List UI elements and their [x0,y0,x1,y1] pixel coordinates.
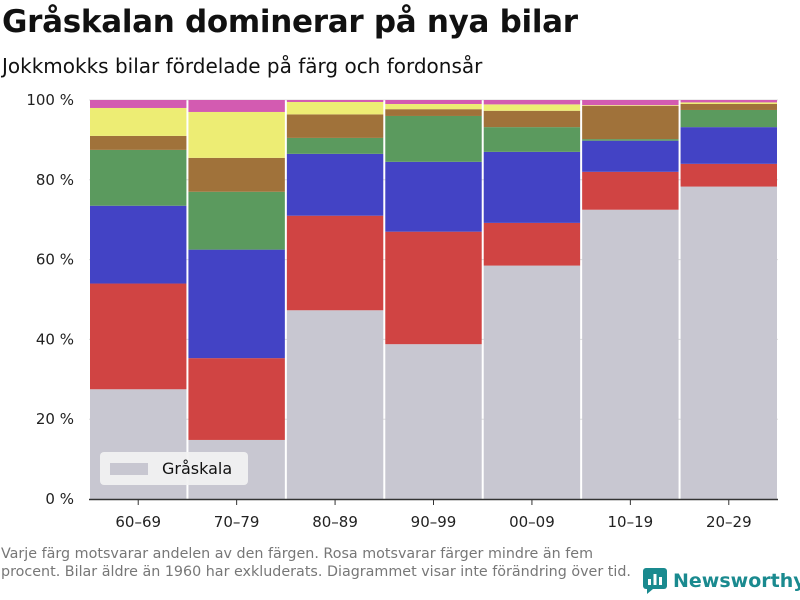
bar-segment-7 [483,100,581,105]
brand-logo: Newsworthy [643,568,800,594]
bar-segment-3 [90,205,187,284]
x-tick-label: 20–29 [706,513,752,531]
bar-segment-5 [90,135,187,150]
newsworthy-logo-icon [643,568,667,594]
x-tick-label: 10–19 [608,513,654,531]
y-tick-label: 40 % [36,330,74,348]
bar-segment-4 [286,137,384,154]
bar-segment-6 [680,102,777,104]
bar-segment-6 [90,107,187,136]
bar-segment-3 [286,153,384,216]
bar-segment-4 [680,109,777,128]
bars [90,100,777,499]
brand-name: Newsworthy [673,570,800,592]
footnote: Varje färg motsvarar andelen av den färg… [1,546,631,580]
y-tick-label: 80 % [36,171,74,189]
bar-segment-3 [582,140,679,172]
bar-segment-6 [483,104,581,111]
stacked-bar-chart: 0 % 20 % 40 % 60 % 80 % 100 % 60–69 70–79 80–89 9… [26,91,778,531]
y-tick-label: 100 % [26,91,74,109]
bar-segment-3 [680,127,777,164]
chart-subtitle: Jokkmokks bilar fördelade på färg och fo… [2,54,483,78]
chart-title: Gråskalan dominerar på nya bilar [2,4,578,40]
legend-box [100,452,248,485]
bar-segment-7 [286,100,384,102]
legend-label: Gråskala [162,459,232,478]
bar-segment-1 [582,209,679,499]
bar-segment-5 [582,105,679,140]
bar-segment-3 [385,161,482,232]
x-tick-label: 80–89 [312,513,358,531]
legend-swatch [110,463,148,475]
axes: 0 % 20 % 40 % 60 % 80 % 100 % 60–69 70–79 80–89 9… [26,91,778,531]
bar-segment-2 [286,215,384,311]
bar-segment-3 [483,151,581,223]
bar-segment-1 [286,310,384,499]
x-tick-label: 70–79 [214,513,260,531]
bar-segment-1 [483,265,581,499]
bar-segment-5 [188,157,285,192]
bar-segment-7 [90,100,187,108]
bar-segment-5 [483,110,581,128]
bar-segment-6 [286,101,384,115]
bar-segment-6 [582,105,679,106]
bar-segment-7 [385,100,482,104]
x-tick-label: 90–99 [411,513,457,531]
bar-segment-4 [582,139,679,141]
bar-segment-4 [90,149,187,206]
y-tick-label: 60 % [36,251,74,269]
bar-segment-3 [188,249,285,359]
bar-segment-7 [680,100,777,103]
bar-segment-2 [680,163,777,187]
bar-segment-4 [385,115,482,162]
bar-segment-2 [483,222,581,266]
bar-segment-2 [385,231,482,345]
legend: Gråskala [100,452,248,485]
x-tick-label: 00–09 [509,513,555,531]
bar-segment-7 [188,100,285,112]
x-tick-label: 60–69 [115,513,161,531]
bar-segment-2 [90,283,187,390]
bar-segment-2 [582,171,679,210]
bar-segment-4 [188,191,285,250]
bar-segment-7 [582,100,679,106]
bar-segment-5 [385,109,482,116]
bar-segment-2 [188,358,285,440]
y-tick-label: 0 % [45,490,74,508]
y-tick-label: 20 % [36,410,74,428]
bar-segment-1 [680,186,777,499]
bar-segment-5 [286,114,384,138]
bar-segment-5 [680,103,777,110]
bar-segment-6 [385,103,482,110]
bar-segment-4 [483,127,581,152]
bar-segment-6 [188,111,285,158]
bar-segment-1 [385,344,482,499]
